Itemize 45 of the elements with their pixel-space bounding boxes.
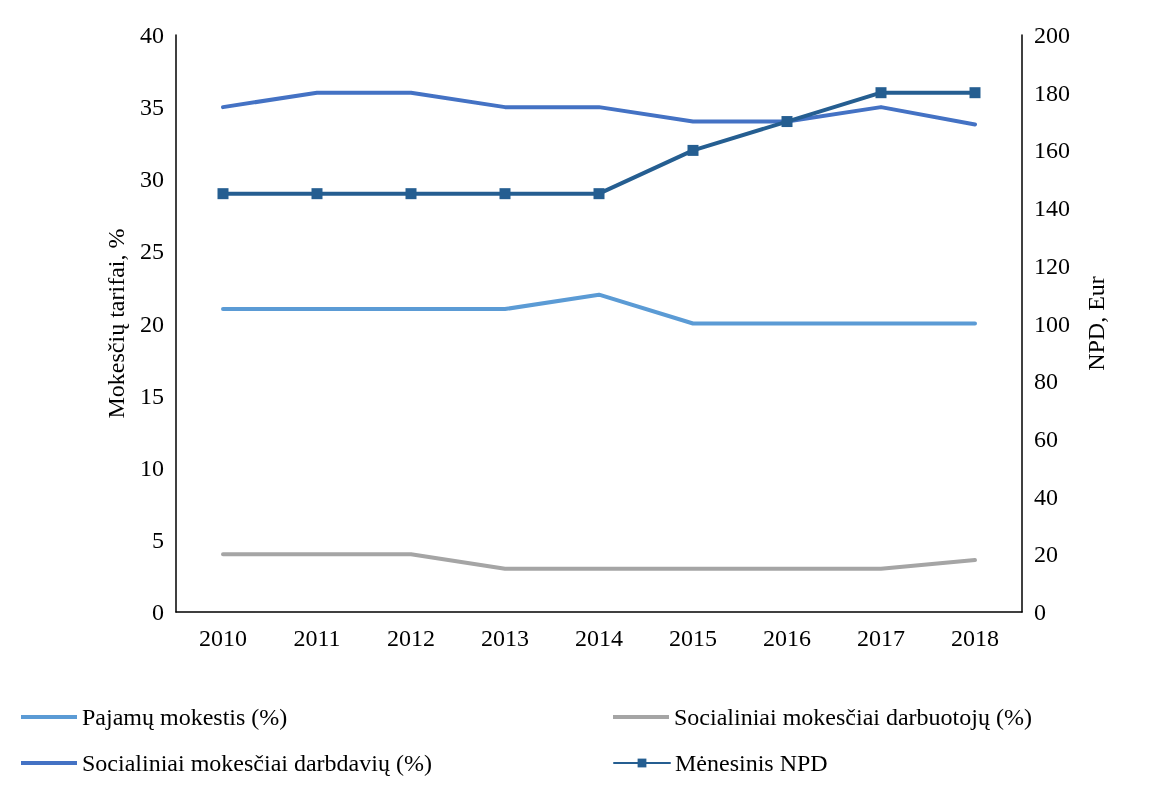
y2-tick-label: 140 [1034, 195, 1070, 222]
point [969, 87, 981, 99]
point [875, 87, 887, 99]
y2-tick-label: 160 [1034, 137, 1070, 164]
x-tick-label: 2013 [481, 625, 529, 651]
x-tick-label: 2010 [199, 625, 247, 651]
y-tick-label: 40 [140, 22, 164, 48]
point [593, 188, 605, 200]
y2-tick-label: 180 [1034, 79, 1070, 106]
line-series [221, 90, 977, 127]
y2-tick-label: 20 [1034, 541, 1058, 568]
y-tick-label: 0 [152, 599, 164, 625]
y-tick-label: 20 [140, 310, 164, 337]
legend-label: Pajamų mokestis (%) [82, 704, 288, 730]
y2-tick-label: 200 [1034, 22, 1070, 48]
legend-label: Socialiniai mokesčiai darbdavių (%) [82, 750, 432, 776]
point [781, 116, 793, 128]
y-tick-label: 25 [140, 238, 164, 265]
point [687, 144, 699, 156]
x-tick-label: 2017 [857, 625, 905, 651]
y-axis-title: Mokesčių tarifai, % [103, 228, 129, 419]
point [311, 188, 323, 200]
point [405, 188, 417, 200]
x-tick-label: 2012 [387, 625, 435, 651]
y-tick-label: 5 [152, 526, 164, 553]
y2-tick-label: 40 [1034, 483, 1058, 510]
y-tick-label: 35 [140, 94, 164, 121]
x-tick-label: 2014 [575, 625, 623, 651]
legend-label: Mėnesinis NPD [675, 750, 828, 776]
legend-label: Socialiniai mokesčiai darbuotojų (%) [674, 704, 1032, 730]
x-tick-label: 2015 [669, 625, 717, 651]
point [499, 188, 511, 200]
y2-tick-label: 60 [1034, 425, 1058, 452]
point [217, 188, 229, 200]
x-tick-label: 2016 [763, 625, 811, 651]
y2-tick-label: 120 [1034, 252, 1070, 279]
y2-tick-label: 100 [1034, 310, 1070, 337]
y-tick-label: 15 [140, 382, 164, 409]
y2-tick-label: 80 [1034, 368, 1058, 395]
x-tick-label: 2018 [951, 625, 999, 651]
x-tick-label: 2011 [293, 625, 341, 651]
y2-tick-label: 0 [1034, 599, 1046, 625]
y2-axis-title: NPD, Eur [1083, 276, 1109, 371]
y-tick-label: 30 [140, 166, 164, 193]
y-tick-label: 10 [140, 454, 164, 481]
